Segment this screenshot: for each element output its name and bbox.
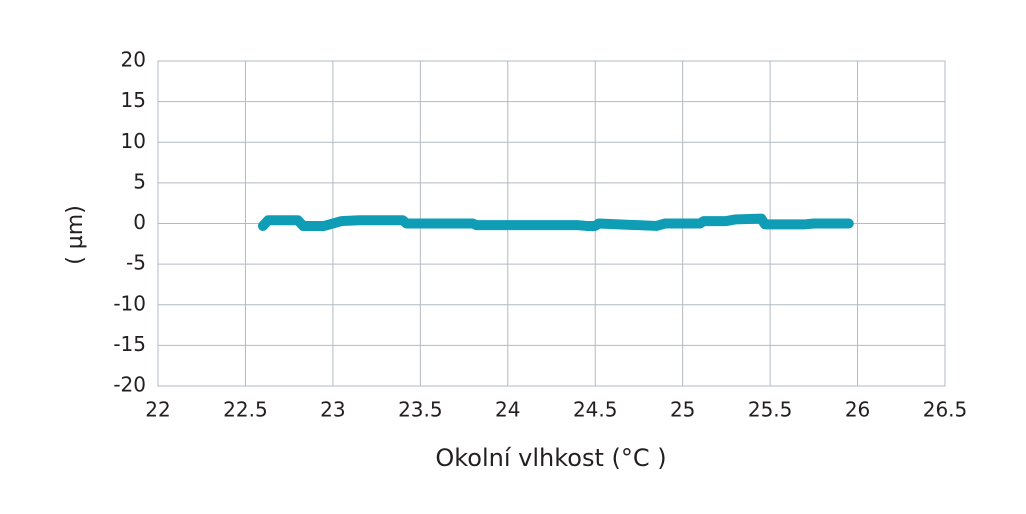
x-tick-label: 26.5 (923, 398, 968, 422)
x-tick-label: 22 (145, 398, 170, 422)
y-tick-label: 15 (121, 88, 146, 112)
x-tick-label: 25.5 (748, 398, 793, 422)
y-tick-label: -5 (126, 251, 146, 275)
y-axis-label: ( µm) (63, 205, 88, 265)
x-tick-label: 26 (845, 398, 870, 422)
x-tick-label: 25 (670, 398, 695, 422)
x-tick-label: 23 (320, 398, 345, 422)
y-tick-label: 0 (133, 210, 146, 234)
x-tick-label: 24.5 (573, 398, 618, 422)
y-tick-label: -20 (113, 373, 146, 397)
x-tick-label: 23.5 (398, 398, 443, 422)
y-tick-label: 20 (121, 48, 146, 72)
x-tick-label: 24 (495, 398, 520, 422)
x-tick-label: 22.5 (223, 398, 268, 422)
x-axis-label: Okolní vlhkost (°C ) (435, 444, 666, 472)
y-tick-label: -15 (113, 332, 146, 356)
y-tick-label: 10 (121, 129, 146, 153)
y-tick-label: 5 (133, 169, 146, 193)
y-tick-label: -10 (113, 291, 146, 315)
data-line (257, 213, 854, 231)
